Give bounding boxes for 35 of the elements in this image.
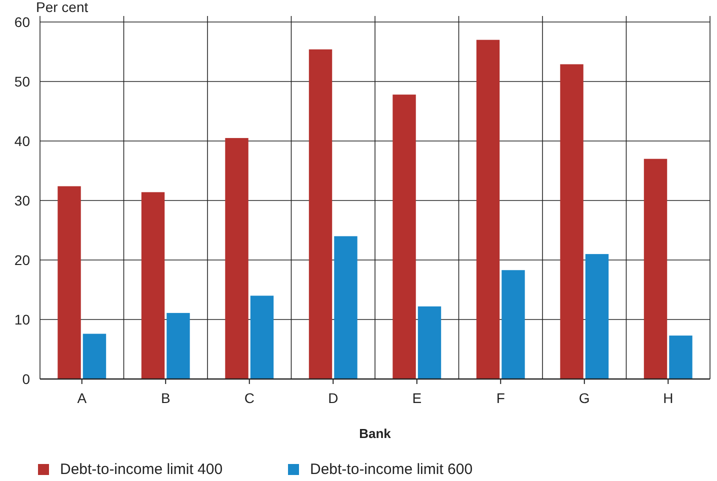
x-tick-label: D xyxy=(328,390,338,406)
y-tick-label: 20 xyxy=(14,252,30,268)
y-tick-label: 50 xyxy=(14,73,30,90)
y-axis-title: Per cent xyxy=(36,0,88,15)
bar xyxy=(250,296,274,379)
y-tick-label: 60 xyxy=(14,14,30,30)
bar xyxy=(82,334,106,379)
bar xyxy=(476,40,500,379)
x-tick-label: H xyxy=(663,390,674,406)
bar xyxy=(560,64,584,379)
legend-label: Debt-to-income limit 600 xyxy=(310,461,473,478)
bar xyxy=(669,336,692,379)
bar xyxy=(502,270,525,379)
bar xyxy=(166,312,190,379)
x-axis-title: Bank xyxy=(359,426,392,441)
bar xyxy=(308,49,332,379)
x-tick-label: A xyxy=(77,390,88,406)
bar xyxy=(392,94,416,379)
bar xyxy=(334,236,358,379)
y-tick-label: 30 xyxy=(14,192,30,208)
x-tick-label: C xyxy=(244,390,254,406)
y-tick-label: 10 xyxy=(14,311,30,328)
bar xyxy=(225,138,248,379)
y-tick-label: 0 xyxy=(22,370,30,387)
bar xyxy=(418,306,442,379)
bar xyxy=(58,186,81,379)
x-tick-label: E xyxy=(412,390,422,406)
x-tick-label: G xyxy=(578,390,590,406)
x-tick-label: F xyxy=(496,390,505,406)
bar xyxy=(644,158,668,379)
y-tick-label: 40 xyxy=(14,132,30,149)
bar xyxy=(141,192,165,379)
x-tick-label: B xyxy=(160,390,170,406)
legend-label: Debt-to-income limit 400 xyxy=(60,461,223,478)
bar xyxy=(585,254,609,379)
